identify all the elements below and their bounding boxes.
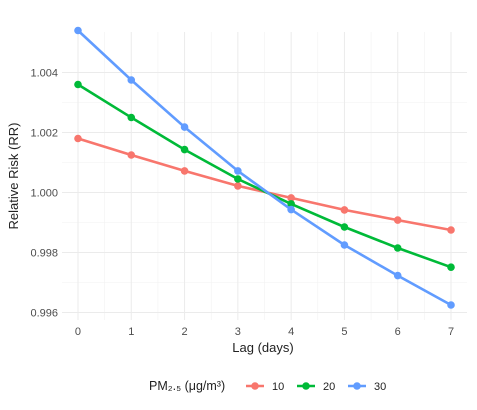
legend-items: 10 20 30 xyxy=(246,381,386,393)
data-point xyxy=(447,301,455,309)
x-tick-label: 6 xyxy=(395,326,401,338)
y-tick-label: 1.004 xyxy=(30,68,58,80)
grid xyxy=(62,32,467,320)
data-point xyxy=(127,113,136,122)
x-tick-label: 2 xyxy=(182,326,188,338)
data-point xyxy=(393,216,402,224)
x-axis-title: Lag (days) xyxy=(232,340,293,355)
data-point xyxy=(180,123,189,131)
y-tick-label: 1.000 xyxy=(30,188,58,200)
data-point xyxy=(180,167,189,175)
data-point xyxy=(74,80,82,89)
legend-label: 20 xyxy=(323,381,335,393)
series-line xyxy=(76,29,453,307)
data-point xyxy=(234,167,242,175)
data-point xyxy=(287,205,295,214)
data-point xyxy=(74,134,82,143)
y-tick-label: 0.998 xyxy=(30,248,58,260)
series-30 xyxy=(74,26,455,309)
data-point xyxy=(340,206,349,214)
data-point xyxy=(340,241,349,249)
data-point xyxy=(74,26,82,35)
y-axis-title: Relative Risk (RR) xyxy=(6,123,21,230)
legend-key-point xyxy=(353,382,361,390)
x-tick-label: 7 xyxy=(448,326,454,338)
x-tick-label: 3 xyxy=(235,326,241,338)
data-point xyxy=(287,200,295,208)
data-point xyxy=(287,194,295,202)
legend-label: 30 xyxy=(374,381,386,393)
data-point xyxy=(234,182,242,190)
tick-labels: 0 1 2 3 4 5 6 7 0.996 0.998 1.000 1.002 1.004 xyxy=(30,68,454,339)
data-point xyxy=(393,244,402,252)
x-tick-label: 1 xyxy=(128,326,134,338)
data-point xyxy=(340,223,349,231)
legend-item-20: 20 xyxy=(297,381,335,393)
legend-label: 10 xyxy=(272,381,284,393)
data-point xyxy=(234,175,242,183)
legend-title: PM₂.₅ (μg/m³) xyxy=(149,379,225,393)
data-point xyxy=(447,226,455,234)
y-tick-label: 1.002 xyxy=(30,128,58,140)
legend: PM₂.₅ (μg/m³) 10 20 30 xyxy=(149,379,386,393)
x-tick-label: 0 xyxy=(75,326,81,338)
legend-key-point xyxy=(302,382,310,390)
series-layer xyxy=(74,26,455,309)
data-point xyxy=(127,151,136,159)
x-tick-label: 4 xyxy=(288,326,294,338)
y-tick-label: 0.996 xyxy=(30,308,58,320)
data-point xyxy=(180,145,189,154)
legend-item-10: 10 xyxy=(246,381,284,393)
data-point xyxy=(127,76,136,84)
data-point xyxy=(447,263,455,272)
legend-key-point xyxy=(251,382,259,390)
data-point xyxy=(393,271,402,280)
legend-item-30: 30 xyxy=(348,381,386,393)
x-tick-label: 5 xyxy=(341,326,347,338)
